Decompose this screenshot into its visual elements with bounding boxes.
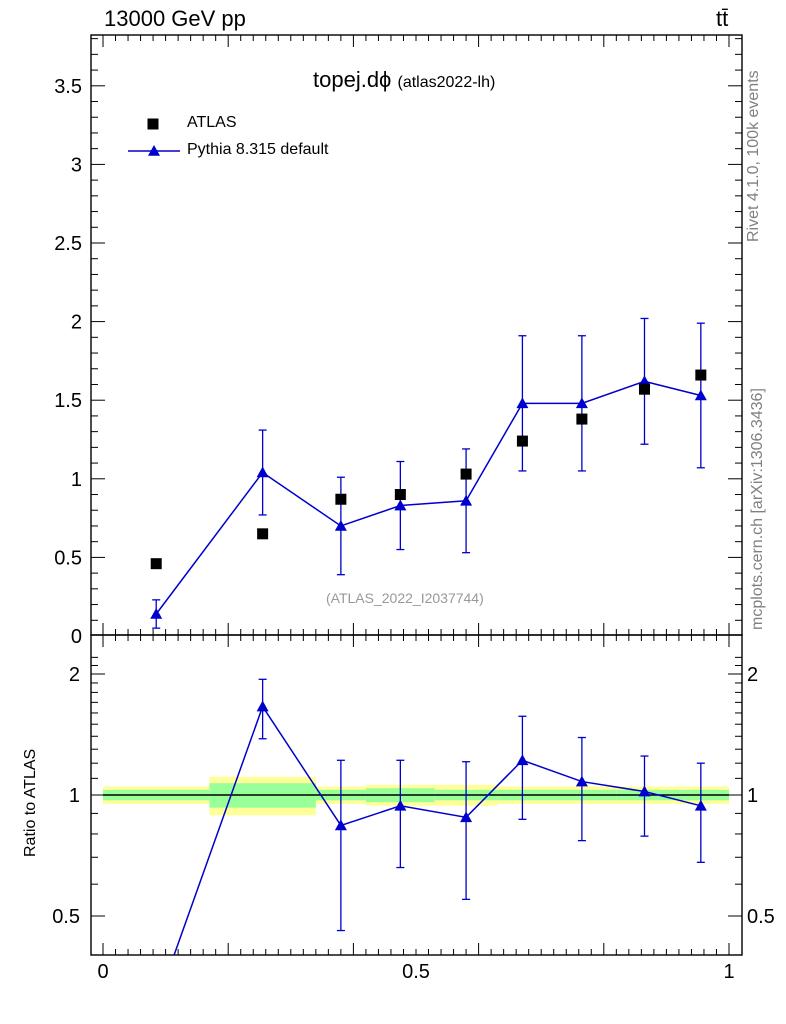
x-tick-label: 0 <box>97 961 108 983</box>
ratio-pythia-point <box>460 811 473 823</box>
ratio-pythia-point <box>638 785 651 797</box>
plot-title: topej.dϕ (atlas2022-lh) <box>313 67 495 93</box>
atlas-point <box>516 435 528 447</box>
atlas-point <box>576 413 588 425</box>
pythia-point <box>460 494 473 506</box>
ratio-pythia-point <box>575 775 588 787</box>
pythia-point <box>394 499 407 511</box>
ratio-ylabel: Ratio to ATLAS <box>22 748 39 857</box>
ratio-y-tick-label: 2 <box>69 664 80 686</box>
pythia-point <box>694 389 707 401</box>
atlas-point <box>638 383 650 395</box>
process-label: tt̄ <box>716 6 729 31</box>
legend-label-pythia: Pythia 8.315 default <box>187 141 329 158</box>
x-tick-label: 0.5 <box>402 961 430 983</box>
pythia-point <box>638 375 651 387</box>
atlas-point <box>335 493 347 505</box>
mcplots-label: mcplots.cern.ch [arXiv:1306.3436] <box>749 388 766 630</box>
ratio-pythia-point <box>256 700 269 712</box>
pythia-line <box>155 380 702 615</box>
main-y-tick-label: 0 <box>71 626 82 648</box>
main-y-tick-label: 2.5 <box>54 233 82 255</box>
main-y-tick-label: 3.5 <box>54 76 82 98</box>
main-y-tick-label: 1 <box>71 469 82 491</box>
plot-title-main: topej.dϕ <box>313 67 392 92</box>
atlas-point <box>394 489 406 501</box>
legend-label-atlas: ATLAS <box>187 114 237 131</box>
main-y-tick-label: 0.5 <box>54 547 82 569</box>
analysis-watermark: (ATLAS_2022_I2037744) <box>326 590 484 606</box>
atlas-point <box>150 558 162 570</box>
legend-marker-pythia <box>148 145 160 156</box>
energy-label: 13000 GeV pp <box>104 6 246 31</box>
pythia-point <box>256 466 269 478</box>
atlas-point <box>257 528 269 540</box>
ratio-y-tick-label: 1 <box>69 785 80 807</box>
plot-title-sub: (atlas2022-lh) <box>397 74 496 91</box>
ratio-pythia-point <box>394 799 407 811</box>
pythia-point <box>575 397 588 409</box>
ratio-pythia-point <box>694 799 707 811</box>
pythia-point <box>334 519 347 531</box>
x-tick-label: 1 <box>723 961 734 983</box>
atlas-point <box>460 468 472 480</box>
ratio-pythia-point <box>150 999 162 1010</box>
pythia-point <box>150 607 163 619</box>
ratio-y-tick-label: 0.5 <box>52 906 80 928</box>
ratio-y-tick-label-right: 2 <box>747 664 758 686</box>
legend-marker-atlas <box>147 118 159 130</box>
atlas-point <box>695 369 707 381</box>
ratio-pythia-point <box>516 754 529 766</box>
ratio-y-tick-label-right: 1 <box>747 785 758 807</box>
pythia-point <box>516 397 529 409</box>
ratio-pythia-point <box>334 819 347 831</box>
ratio-y-tick-label-right: 0.5 <box>747 906 775 928</box>
main-y-tick-label: 2 <box>71 312 82 334</box>
rivet-version-label: Rivet 4.1.0, 100k events <box>745 70 762 242</box>
main-y-tick-label: 1.5 <box>54 390 82 412</box>
main-y-tick-label: 3 <box>71 154 82 176</box>
